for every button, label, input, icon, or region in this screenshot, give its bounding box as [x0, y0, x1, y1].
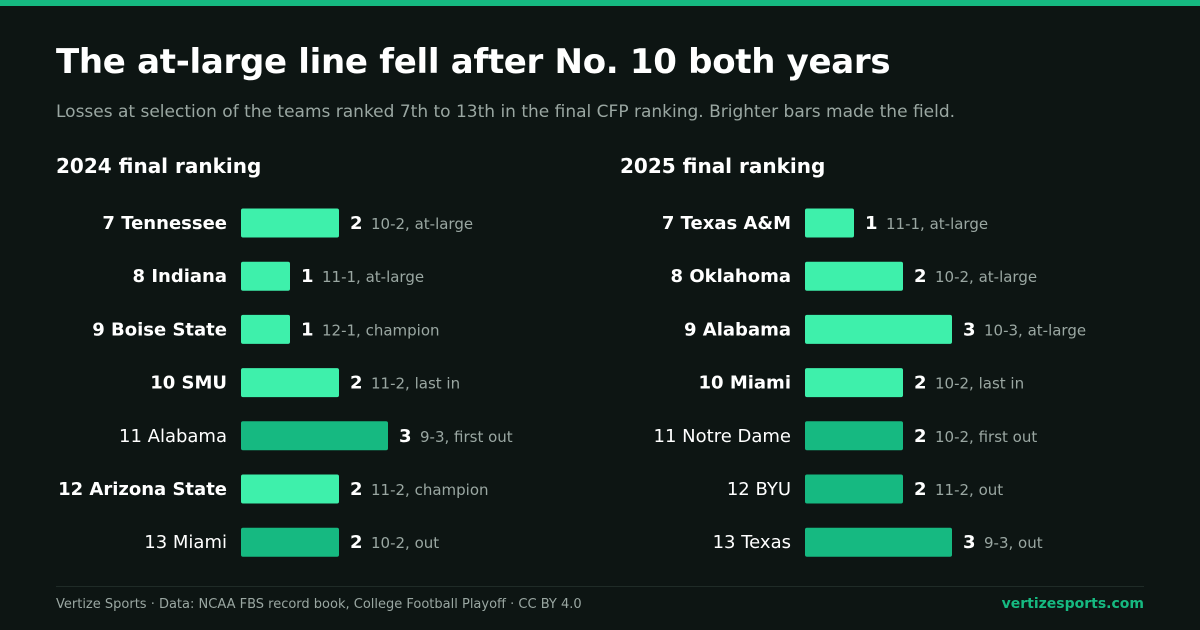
team-label: 10 Miami: [699, 373, 791, 394]
bar-missed-field: [241, 527, 339, 557]
value-label: 1: [865, 213, 878, 234]
bar-made-field: [805, 368, 903, 398]
chart-title-2024: 2024 final ranking: [56, 154, 262, 178]
record-note: 10-2, at-large: [935, 268, 1037, 286]
bar-made-field: [805, 208, 854, 238]
record-note: 11-2, last in: [371, 375, 460, 393]
bar-missed-field: [241, 421, 388, 451]
bar-chart-2025: 7 Texas A&M 1 11-1, at-large 8 Oklahoma 2 10-…: [654, 208, 1086, 557]
team-label: 13 Texas: [713, 532, 791, 553]
team-label: 11 Alabama: [119, 426, 227, 447]
value-label: 2: [350, 213, 363, 234]
team-label: 8 Indiana: [133, 266, 227, 287]
top-accent-stripe: [0, 0, 1200, 6]
record-note: 11-1, at-large: [322, 268, 424, 286]
footer-site-link[interactable]: vertizesports.com: [1001, 596, 1144, 612]
bar-made-field: [241, 261, 290, 291]
value-label: 3: [963, 532, 976, 553]
record-note: 10-2, at-large: [371, 215, 473, 233]
record-note: 11-1, at-large: [886, 215, 988, 233]
value-label: 1: [301, 319, 314, 340]
team-label: 12 BYU: [727, 479, 791, 500]
page-subtitle: Losses at selection of the teams ranked …: [56, 102, 956, 122]
record-note: 10-3, at-large: [984, 321, 1086, 339]
footer-source: Vertize Sports · Data: NCAA FBS record b…: [56, 597, 582, 612]
record-note: 9-3, first out: [420, 428, 513, 446]
bar-made-field: [805, 314, 952, 344]
bar-made-field: [241, 368, 339, 398]
bar-made-field: [805, 261, 903, 291]
record-note: 10-2, out: [371, 534, 439, 552]
bar-chart-2024: 7 Tennessee 2 10-2, at-large 8 Indiana 1 11-1…: [58, 208, 513, 557]
chart-panel-2024: 2024 final ranking 7 Tennessee 2 10-2, at-…: [56, 150, 616, 570]
record-note: 12-1, champion: [322, 321, 440, 339]
footer-divider: [56, 586, 1144, 587]
value-label: 2: [350, 373, 363, 394]
team-label: 9 Boise State: [92, 319, 227, 340]
chart-panel-2025: 2025 final ranking 7 Texas A&M 1 11-1, at-…: [620, 150, 1180, 570]
bar-made-field: [241, 474, 339, 504]
value-label: 2: [914, 373, 927, 394]
team-label: 11 Notre Dame: [654, 426, 791, 447]
team-label: 7 Texas A&M: [662, 213, 791, 234]
team-label: 9 Alabama: [684, 319, 791, 340]
bar-made-field: [241, 314, 290, 344]
record-note: 10-2, last in: [935, 375, 1024, 393]
record-note: 11-2, champion: [371, 481, 489, 499]
team-label: 8 Oklahoma: [671, 266, 791, 287]
value-label: 2: [914, 266, 927, 287]
bar-missed-field: [805, 474, 903, 504]
value-label: 2: [914, 426, 927, 447]
chart-title-2025: 2025 final ranking: [620, 154, 826, 178]
bar-missed-field: [805, 527, 952, 557]
team-label: 7 Tennessee: [102, 213, 227, 234]
value-label: 3: [399, 426, 412, 447]
record-note: 11-2, out: [935, 481, 1003, 499]
value-label: 2: [914, 479, 927, 500]
record-note: 10-2, first out: [935, 428, 1037, 446]
team-label: 10 SMU: [150, 373, 227, 394]
value-label: 2: [350, 479, 363, 500]
team-label: 12 Arizona State: [58, 479, 227, 500]
bar-missed-field: [805, 421, 903, 451]
value-label: 2: [350, 532, 363, 553]
page-title: The at-large line fell after No. 10 both…: [56, 42, 891, 82]
value-label: 1: [301, 266, 314, 287]
record-note: 9-3, out: [984, 534, 1043, 552]
bar-made-field: [241, 208, 339, 238]
team-label: 13 Miami: [144, 532, 227, 553]
value-label: 3: [963, 319, 976, 340]
